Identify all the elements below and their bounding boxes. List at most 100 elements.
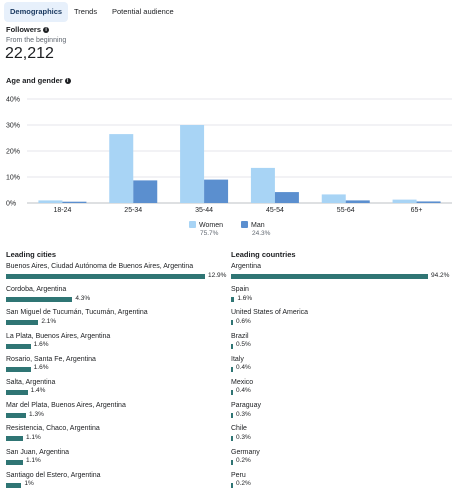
y-tick-label: 30% — [6, 123, 20, 130]
list-item-value: 1% — [24, 480, 34, 488]
list-item-value: 0.6% — [236, 317, 251, 325]
x-tick-label: 55-64 — [337, 207, 355, 214]
list-item-name: Cordoba, Argentina — [6, 286, 67, 294]
list-item-bar — [231, 389, 233, 395]
list-item-name: Paraguay — [231, 402, 261, 410]
list-item-value: 1.3% — [29, 410, 44, 418]
list-item-name: San Miguel de Tucumán, Tucumán, Argentin… — [6, 309, 148, 317]
list-item-value: 1.4% — [30, 387, 46, 395]
legend-man-swatch — [241, 221, 248, 228]
list-item-bar — [6, 413, 27, 419]
list-item: San Miguel de Tucumán, Tucumán, Argentin… — [6, 309, 226, 332]
y-tick-label: 10% — [6, 175, 20, 182]
list-item-value: 1.1% — [25, 433, 41, 441]
list-item-value: 4.3% — [75, 294, 91, 302]
info-icon[interactable]: i — [64, 78, 71, 84]
age-gender-title-label: Age and gender — [6, 76, 63, 85]
leading-cities-list: Buenos Aires, Ciudad Autónoma de Buenos … — [6, 263, 226, 495]
list-item: Mar del Plata, Buenos Aires, Argentina 1.… — [6, 402, 226, 425]
legend-women[interactable]: Women 75.7% — [189, 221, 223, 237]
info-icon[interactable]: i — [43, 27, 50, 33]
x-tick-label: 65+ — [411, 207, 423, 214]
list-item-bar — [231, 320, 233, 326]
legend-women-swatch — [189, 221, 196, 228]
list-item-bar — [6, 274, 205, 279]
list-item-bar — [6, 389, 28, 395]
legend-women-label: Women — [199, 222, 223, 229]
list-item-bar — [231, 482, 233, 488]
list-item-name: Peru — [231, 471, 246, 479]
list-item-bar — [231, 413, 233, 419]
list-item-name: Italy — [231, 355, 244, 363]
list-item-value: 0.3% — [236, 410, 251, 418]
legend-man[interactable]: Man 24.3% — [241, 221, 270, 237]
list-item-value: 2.1% — [41, 317, 57, 325]
list-item-value: 1.6% — [33, 341, 49, 349]
list-item-bar — [6, 297, 73, 303]
leading-countries-title: Leading countries — [231, 250, 296, 259]
tab-potential-audience[interactable]: Potential audience — [112, 7, 174, 16]
y-tick-label: 40% — [6, 97, 20, 104]
list-item-name: Brazil — [231, 332, 249, 340]
list-item-value: 0.4% — [236, 387, 251, 395]
list-item: Paraguay 0.3% — [231, 402, 455, 425]
list-item-bar — [231, 274, 428, 279]
list-item: Germany 0.2% — [231, 449, 455, 472]
bar-women-45-54 — [250, 167, 275, 203]
followers-subtitle: From the beginning — [6, 37, 67, 44]
list-item-bar — [6, 459, 23, 465]
followers-title-label: Followers — [6, 25, 42, 34]
list-item-bar — [231, 343, 233, 349]
x-tick-label: 18-24 — [53, 207, 71, 214]
list-item-name: San Juan, Argentina — [6, 448, 70, 456]
list-item-name: Resistencia, Chaco, Argentina — [6, 425, 100, 433]
list-item-name: United States of America — [231, 309, 309, 317]
list-item: Mexico 0.4% — [231, 379, 455, 402]
list-item-bar — [6, 436, 23, 442]
list-item: Argentina 94.2% — [231, 263, 455, 286]
leading-cities-title: Leading cities — [6, 250, 57, 259]
list-item-value: 0.4% — [236, 364, 251, 372]
list-item-name: Germany — [231, 448, 260, 456]
list-item-value: 94.2% — [431, 271, 450, 279]
legend-women-percent: 75.7% — [200, 230, 219, 237]
x-tick-label: 35-44 — [195, 207, 213, 214]
bar-women-65+ — [392, 199, 417, 203]
list-item-bar — [6, 482, 22, 488]
list-item-name: Spain — [231, 286, 249, 294]
bar-women-18-24 — [38, 200, 63, 203]
y-tick-label: 0% — [6, 201, 16, 208]
bar-man-35-44 — [204, 179, 229, 203]
tab-demographics[interactable]: Demographics — [4, 2, 69, 22]
list-item: Buenos Aires, Ciudad Autónoma de Buenos … — [6, 263, 226, 286]
bar-man-55-64 — [345, 200, 370, 203]
tab-bar: Demographics Trends Potential audience — [0, 0, 457, 24]
list-item-name: Salta, Argentina — [6, 378, 56, 386]
list-item-name: Santiago del Estero, Argentina — [6, 471, 101, 479]
list-item-value: 0.2% — [236, 480, 251, 488]
bar-women-35-44 — [180, 125, 205, 203]
list-item-value: 0.5% — [236, 341, 251, 349]
list-item: Salta, Argentina 1.4% — [6, 379, 226, 402]
age-gender-title: Age and gender i — [6, 76, 71, 85]
list-item-bar — [6, 366, 31, 372]
list-item-name: La Plata, Buenos Aires, Argentina — [6, 332, 111, 340]
list-item-bar — [6, 320, 39, 326]
list-item-name: Mar del Plata, Buenos Aires, Argentina — [6, 402, 126, 410]
bar-women-25-34 — [109, 134, 134, 203]
list-item-name: Mexico — [231, 378, 254, 386]
x-tick-label: 45-54 — [266, 207, 284, 214]
list-item: Santiago del Estero, Argentina 1% — [6, 472, 226, 495]
list-item-name: Rosario, Santa Fe, Argentina — [6, 355, 96, 363]
list-item-name: Argentina — [231, 263, 261, 270]
list-item: La Plata, Buenos Aires, Argentina 1.6% — [6, 333, 226, 356]
bar-man-45-54 — [274, 192, 299, 203]
list-item-value: 1.6% — [237, 294, 253, 302]
followers-title: Followers i — [6, 25, 50, 34]
list-item: Italy 0.4% — [231, 356, 455, 379]
list-item: Spain 1.6% — [231, 286, 455, 309]
list-item: Brazil 0.5% — [231, 333, 455, 356]
list-item-value: 1.1% — [25, 457, 41, 464]
tab-trends[interactable]: Trends — [74, 7, 98, 16]
y-tick-label: 20% — [6, 149, 20, 156]
